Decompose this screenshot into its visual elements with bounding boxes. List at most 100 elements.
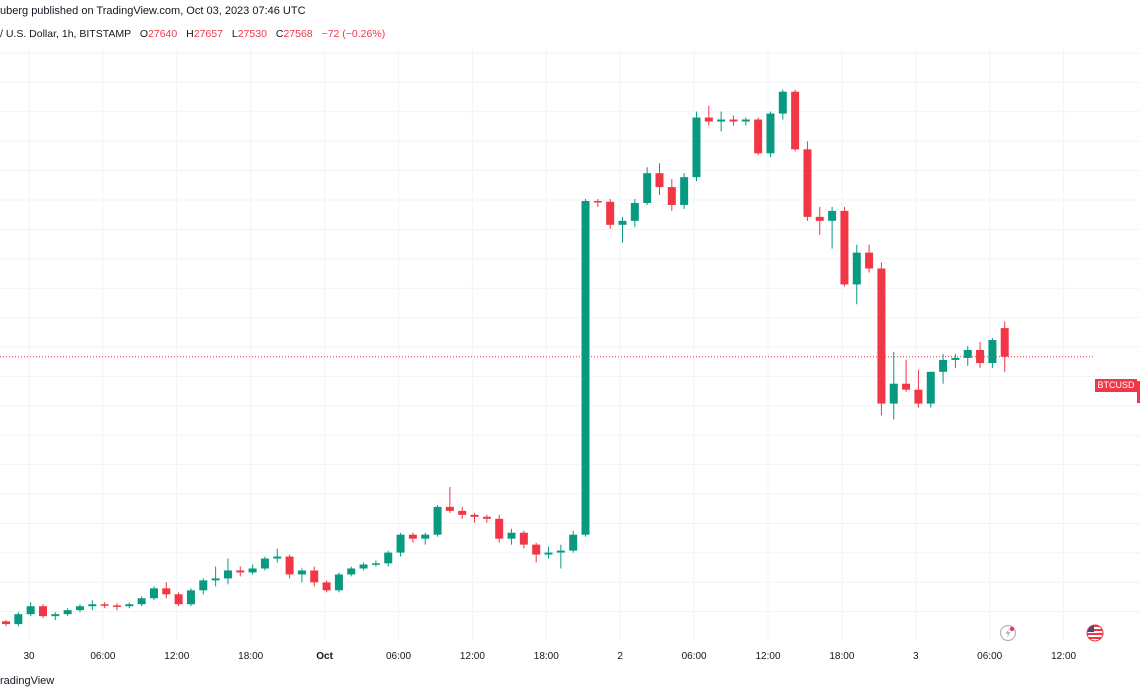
candle-body: [852, 252, 861, 285]
candle-body: [581, 200, 590, 535]
candle-body: [778, 91, 787, 114]
candle-body: [544, 552, 553, 555]
candle: [754, 117, 763, 156]
candle-body: [297, 570, 306, 575]
candle-body: [384, 552, 393, 564]
candle-body: [2, 621, 10, 625]
x-tick-label: 30: [23, 651, 35, 662]
candle: [926, 371, 935, 408]
candle-body: [815, 216, 824, 221]
candle-body: [828, 210, 837, 221]
candle: [704, 105, 713, 126]
candle: [840, 206, 849, 287]
candle: [791, 89, 800, 152]
change-value: −72 (−0.26%): [321, 28, 386, 40]
x-tick-label: 18:00: [238, 651, 263, 662]
close-value: 27568: [283, 28, 313, 40]
candle-body: [88, 604, 97, 607]
candle-body: [223, 570, 232, 579]
candle: [692, 111, 701, 182]
candle-body: [125, 604, 134, 607]
candle: [285, 554, 294, 579]
candle: [519, 530, 528, 549]
x-tick-label: 12:00: [164, 651, 189, 662]
price-scale-edge: [1137, 381, 1140, 403]
candle: [606, 198, 615, 229]
candle: [51, 612, 60, 621]
candle-body: [976, 349, 985, 364]
candle-body: [741, 119, 750, 122]
candle-body: [754, 119, 763, 154]
x-tick-label: 2: [617, 651, 623, 662]
candle-body: [519, 532, 528, 545]
candle: [174, 592, 183, 607]
candle: [939, 353, 948, 384]
symbol-title: / U.S. Dollar, 1h, BITSTAMP: [0, 28, 132, 40]
candle-body: [236, 570, 245, 573]
close-label: C: [275, 28, 284, 40]
candle: [482, 514, 491, 523]
candle: [100, 602, 109, 609]
candle: [951, 353, 960, 368]
candle-body: [445, 506, 454, 511]
candle: [877, 262, 886, 416]
symbol-info: / U.S. Dollar, 1h, BITSTAMP O27640 H2765…: [0, 28, 385, 40]
candle-body: [100, 604, 109, 606]
candle: [38, 604, 47, 619]
candle-body: [569, 534, 578, 551]
us-flag-icon[interactable]: [1086, 624, 1104, 642]
open-label: O: [139, 28, 149, 40]
candle-body: [408, 534, 417, 539]
candle-body: [149, 588, 158, 599]
candle-body: [38, 606, 47, 617]
candle-body: [889, 383, 898, 404]
candle: [976, 342, 985, 368]
candle: [396, 532, 405, 557]
candle-body: [174, 594, 183, 605]
x-tick-label: 06:00: [90, 651, 115, 662]
x-tick-label: 06:00: [977, 651, 1002, 662]
high-label: H: [186, 28, 194, 40]
candle-body: [643, 173, 652, 203]
candle: [495, 514, 504, 543]
candle: [359, 562, 368, 571]
candle-body: [14, 614, 23, 625]
candle: [186, 588, 195, 607]
candle-body: [26, 606, 35, 615]
x-tick-label: 06:00: [386, 651, 411, 662]
candle: [211, 566, 220, 587]
candle: [655, 163, 664, 196]
x-tick-label: 18:00: [534, 651, 559, 662]
candle: [680, 173, 689, 209]
lightning-icon[interactable]: [999, 624, 1017, 642]
candle-body: [433, 506, 442, 535]
grid-lines: [0, 50, 1140, 642]
candle: [988, 338, 997, 368]
candle-body: [396, 534, 405, 553]
candle: [408, 532, 417, 543]
candle-body: [260, 558, 269, 569]
candle-body: [186, 590, 195, 605]
candlestick-chart[interactable]: 30 06:00 12:00 18:00 Oct 06:00 12:00 18:00 2 06:0…: [0, 50, 1140, 670]
candle: [544, 546, 553, 559]
x-tick-label: 12:00: [755, 651, 780, 662]
candle-body: [51, 614, 60, 617]
publisher-line: uberg published on TradingView.com, Oct …: [0, 5, 306, 17]
candle: [297, 568, 306, 583]
tradingview-brand: radingView: [0, 675, 55, 687]
candle: [248, 564, 257, 575]
candle-body: [729, 119, 738, 122]
candle: [581, 198, 590, 537]
candle: [88, 600, 97, 611]
candle-body: [556, 550, 565, 553]
candle-body: [322, 582, 331, 591]
x-tick-label: 06:00: [682, 651, 707, 662]
candle-body: [137, 598, 146, 605]
candle: [260, 556, 269, 571]
candle: [593, 198, 602, 207]
candle-body: [655, 173, 664, 188]
candle-body: [421, 534, 430, 539]
candle-body: [273, 556, 282, 559]
candle-body: [248, 568, 257, 573]
